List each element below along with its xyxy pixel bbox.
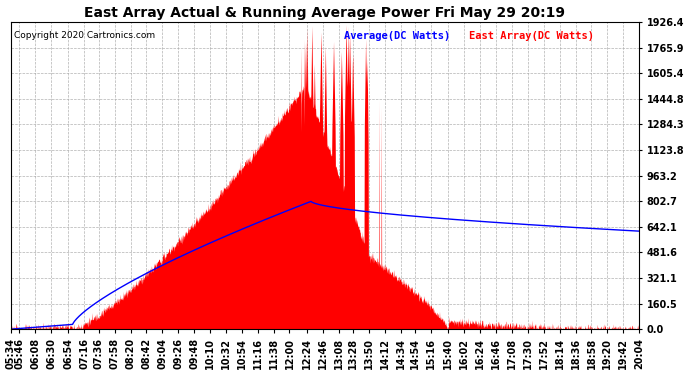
Title: East Array Actual & Running Average Power Fri May 29 20:19: East Array Actual & Running Average Powe… <box>84 6 565 20</box>
Text: Copyright 2020 Cartronics.com: Copyright 2020 Cartronics.com <box>14 32 155 40</box>
Text: Average(DC Watts): Average(DC Watts) <box>344 32 450 41</box>
Text: East Array(DC Watts): East Array(DC Watts) <box>469 32 595 41</box>
